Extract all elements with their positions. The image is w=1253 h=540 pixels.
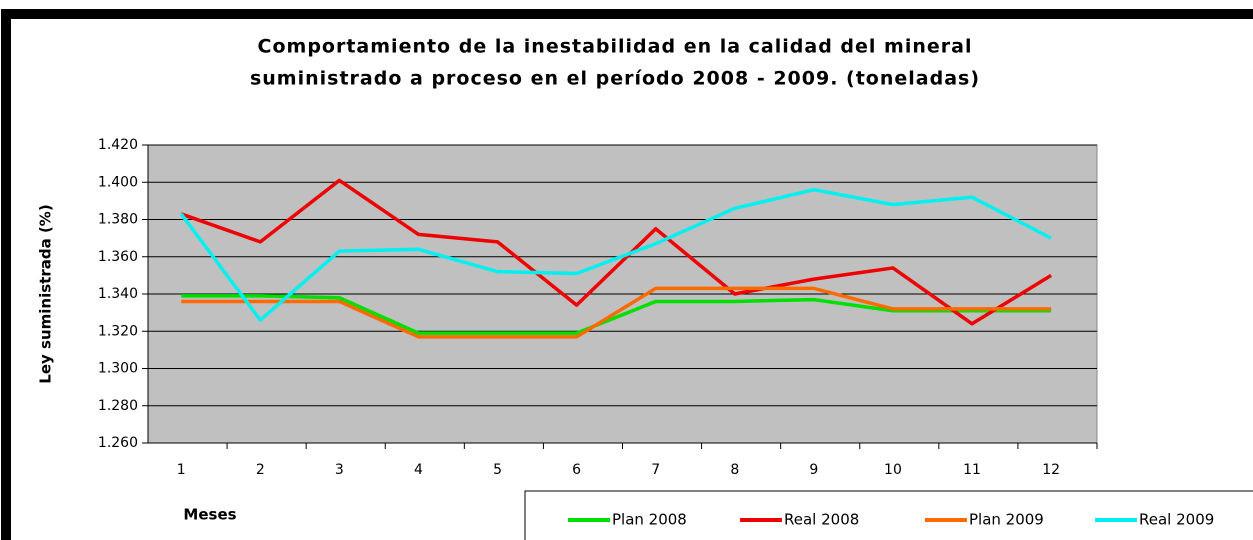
x-tick-label: 11 — [963, 462, 981, 478]
y-tick-label: 1.340 — [98, 286, 138, 302]
x-tick-label: 8 — [730, 462, 739, 478]
x-tick-label: 1 — [177, 462, 186, 478]
legend-label: Real 2009 — [1139, 511, 1214, 529]
y-tick-label: 1.380 — [98, 212, 138, 228]
x-axis-label: Meses — [183, 506, 236, 524]
y-tick-label: 1.400 — [98, 174, 138, 190]
x-tick-label: 4 — [414, 462, 423, 478]
y-tick-label: 1.420 — [98, 137, 138, 153]
y-tick-label: 1.280 — [98, 398, 138, 414]
series-line — [180, 178, 1053, 326]
y-tick-label: 1.260 — [98, 435, 138, 451]
x-tick-label: 2 — [256, 462, 265, 478]
legend-label: Real 2008 — [784, 511, 859, 529]
chart-title: suministrado a proceso en el período 200… — [250, 68, 980, 90]
y-axis-label: Ley suministrada (%) — [37, 204, 55, 383]
x-tick-label: 6 — [572, 462, 581, 478]
chart-title: Comportamiento de la inestabilidad en la… — [258, 36, 973, 58]
y-tick-label: 1.300 — [98, 361, 138, 377]
x-tick-label: 9 — [809, 462, 818, 478]
series-line — [181, 294, 1052, 335]
x-tick-label: 7 — [651, 462, 660, 478]
x-tick-label: 12 — [1042, 462, 1060, 478]
legend-label: Plan 2009 — [969, 511, 1044, 529]
frame — [1, 9, 1253, 540]
legend-label: Plan 2008 — [612, 511, 687, 529]
series-line — [179, 187, 1052, 322]
legend-box — [524, 490, 1253, 540]
y-tick-label: 1.360 — [98, 249, 138, 265]
x-tick-label: 3 — [335, 462, 344, 478]
x-tick-label: 5 — [493, 462, 502, 478]
series-line — [181, 286, 1052, 339]
y-tick-label: 1.320 — [98, 323, 138, 339]
x-tick-label: 10 — [884, 462, 902, 478]
